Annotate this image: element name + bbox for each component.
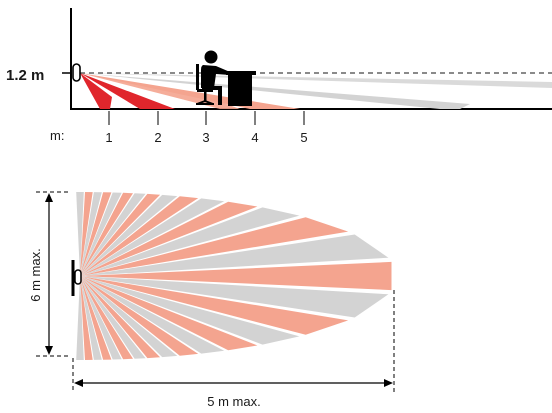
tick-label-2: 2 (154, 130, 161, 145)
detection-zone-16 (80, 261, 392, 291)
top-view: 6 m max. 5 m max. (28, 191, 395, 409)
detection-zone-25 (80, 276, 146, 359)
detection-zone-10 (80, 196, 199, 276)
detection-zone-19 (80, 276, 300, 345)
person-at-desk-icon (196, 50, 256, 106)
detection-zone-29 (80, 276, 102, 360)
detection-zone-28 (80, 276, 112, 360)
salmon-beam-2 (80, 73, 240, 109)
detection-zone-9 (80, 194, 178, 276)
detection-zone-21 (80, 276, 225, 354)
detection-zone-23 (80, 276, 178, 358)
detection-zone-1 (76, 192, 84, 276)
red-beam-near (80, 73, 175, 109)
detection-zone-3 (80, 192, 102, 276)
side-view: 1.2 m m: 1 2 3 4 5 (6, 8, 552, 145)
detection-zone-24 (80, 276, 161, 359)
tick-label-4: 4 (251, 130, 258, 145)
distance-axis-unit-label: m: (50, 128, 64, 143)
detection-zone-26 (80, 276, 133, 360)
coverage-width-label: 5 m max. (207, 394, 260, 409)
detection-zone-31 (76, 276, 84, 360)
detection-zone-15 (80, 234, 389, 276)
detection-zone-8 (80, 193, 161, 276)
detection-zone-22 (80, 276, 199, 356)
detection-zone-7 (80, 193, 146, 276)
detection-zone-4 (80, 192, 112, 276)
detection-zone-2 (80, 192, 93, 276)
tick-label-5: 5 (300, 130, 307, 145)
gray-beam-mid (80, 73, 470, 109)
detection-zone-5 (80, 192, 122, 276)
detection-beams-side (80, 73, 552, 109)
sensor-icon-side (72, 63, 81, 82)
red-beam-inner (80, 73, 112, 109)
tick-label-1: 1 (105, 130, 112, 145)
detection-zone-11 (80, 198, 225, 276)
detection-zone-20 (80, 276, 258, 351)
detection-zone-27 (80, 276, 122, 360)
detection-zone-6 (80, 192, 133, 276)
sensor-icon-top (71, 260, 82, 296)
detection-zone-14 (80, 217, 349, 276)
tick-label-3: 3 (202, 130, 209, 145)
coverage-height-label: 6 m max. (28, 248, 43, 301)
detection-zone-18 (80, 276, 349, 335)
height-dimension: 6 m max. (28, 191, 70, 357)
width-dimension: 5 m max. (72, 290, 395, 409)
detection-zone-17 (80, 276, 389, 318)
detection-zone-12 (80, 201, 258, 276)
detection-zone-13 (80, 207, 300, 276)
detection-fan-top (76, 192, 392, 360)
distance-ticks: 1 2 3 4 5 (105, 111, 308, 145)
mounting-height-label: 1.2 m (6, 67, 44, 84)
detection-zone-30 (80, 276, 93, 360)
